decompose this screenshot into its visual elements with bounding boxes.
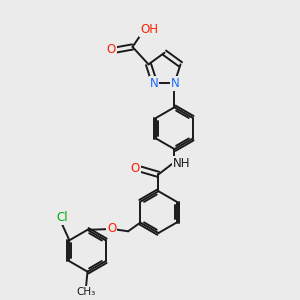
Text: Cl: Cl bbox=[56, 212, 68, 224]
Text: O: O bbox=[130, 162, 140, 175]
Text: OH: OH bbox=[140, 23, 158, 36]
Text: N: N bbox=[150, 77, 158, 90]
Text: CH₃: CH₃ bbox=[76, 287, 96, 297]
Text: O: O bbox=[107, 43, 116, 56]
Text: N: N bbox=[171, 77, 179, 90]
Text: O: O bbox=[107, 222, 116, 235]
Text: NH: NH bbox=[173, 157, 190, 170]
